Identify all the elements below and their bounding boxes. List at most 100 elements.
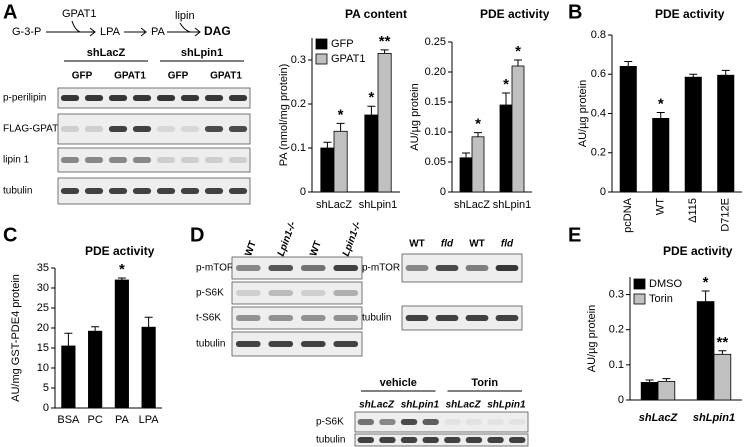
bar xyxy=(717,74,735,193)
band xyxy=(108,126,128,132)
bar xyxy=(640,382,659,401)
band xyxy=(204,188,224,194)
band xyxy=(108,95,128,101)
x-tick-label: shLpin1 xyxy=(693,412,735,424)
error-bar xyxy=(336,122,345,132)
band xyxy=(180,188,200,194)
group-label: shLacZ xyxy=(87,47,126,59)
chart: PA content PA (nmol/mg protein) 0 0.1 0.2 0.3… xyxy=(278,7,407,211)
legend-label: Torin xyxy=(649,293,673,305)
band xyxy=(204,95,224,101)
significance: * xyxy=(475,116,481,133)
band xyxy=(235,265,261,271)
chart: PDE activity AU/µg protein 0 0.2 0.4 0.6 0.8 pc… xyxy=(577,7,742,233)
lane-label: shLpin1 xyxy=(401,400,440,411)
row-label: p-S6K xyxy=(316,417,344,428)
band xyxy=(268,341,294,347)
bar xyxy=(713,353,732,401)
significance: * xyxy=(658,95,664,112)
pathway: G-3-P LPA PA DAG GPAT1 lipin xyxy=(12,8,231,38)
pathway-node: LPA xyxy=(100,26,121,38)
y-tick-label: 0.4 xyxy=(591,107,606,119)
bar xyxy=(499,104,513,193)
significance: * xyxy=(503,76,509,93)
band xyxy=(60,157,80,163)
lane-label: GPAT1 xyxy=(114,71,146,82)
error-bar xyxy=(117,277,126,280)
band xyxy=(228,95,248,101)
y-tick-label: 0 xyxy=(43,402,49,414)
lane-label: WT xyxy=(243,240,259,258)
pathway-node: G-3-P xyxy=(12,26,41,38)
band xyxy=(422,437,439,443)
chart-title: PDE activity xyxy=(655,7,725,21)
x-tick-label: LPA xyxy=(139,414,160,426)
band xyxy=(444,419,461,425)
lane-label: fld xyxy=(501,239,514,250)
western-blot: WT fld WT fld p-mTOR tubulin xyxy=(362,239,523,331)
band xyxy=(300,315,326,321)
bar xyxy=(511,65,525,193)
group-label: vehicle xyxy=(380,377,417,389)
y-tick-label: 0.1 xyxy=(609,359,624,371)
band xyxy=(132,188,152,194)
row-label: p-S6K xyxy=(196,288,224,299)
band xyxy=(465,419,483,425)
band xyxy=(156,95,176,101)
x-tick-label: shLpin1 xyxy=(493,199,532,211)
row-label: FLAG-GPAT1 xyxy=(3,124,64,135)
significance: * xyxy=(338,106,344,123)
band xyxy=(465,315,489,321)
y-tick-label: 15 xyxy=(37,342,49,354)
error-bar xyxy=(91,326,100,332)
blot-frame xyxy=(354,411,529,433)
band xyxy=(60,95,80,101)
blot-frame xyxy=(57,87,251,109)
band xyxy=(300,341,326,347)
row-label: p-perilipin xyxy=(3,93,46,104)
bar xyxy=(377,53,392,193)
band xyxy=(60,126,80,132)
band xyxy=(228,188,248,194)
y-tick-label: 0.2 xyxy=(291,98,306,110)
band xyxy=(495,265,519,271)
y-tick-label: 10 xyxy=(37,362,49,374)
lane-label: WT xyxy=(409,239,425,250)
significance: * xyxy=(368,89,374,106)
x-tick-label: shLacZ xyxy=(316,199,352,211)
error-bar xyxy=(624,60,633,67)
band xyxy=(84,188,104,194)
chart-title: PA content xyxy=(345,7,407,21)
pathway-node: PA xyxy=(151,26,166,38)
error-bar xyxy=(144,316,153,328)
chart-title: PDE activity xyxy=(663,244,733,258)
error-bar xyxy=(689,73,698,78)
chart-title: PDE activity xyxy=(85,244,155,258)
band xyxy=(268,265,294,271)
band xyxy=(156,126,176,132)
error-bar xyxy=(64,332,73,346)
row-label: tubulin xyxy=(196,339,225,350)
western-blot: GFP GPAT1 GFP GPAT1 shLacZ shLpin1 p-perilipin… xyxy=(3,47,251,205)
y-tick-label: 0.6 xyxy=(591,68,606,80)
lane-label: Lpin1-/- xyxy=(341,220,364,258)
band xyxy=(300,290,326,296)
band xyxy=(180,157,200,163)
row-label: tubulin xyxy=(316,435,345,446)
band xyxy=(508,419,526,425)
legend-swatch xyxy=(315,53,328,65)
x-tick-label: shLpin1 xyxy=(359,199,398,211)
y-tick-label: 25 xyxy=(37,302,49,314)
error-bar xyxy=(701,290,710,302)
y-tick-label: 0.8 xyxy=(591,29,606,41)
significance: ** xyxy=(717,334,729,351)
x-tick-label: D712E xyxy=(720,198,732,232)
band xyxy=(400,419,418,425)
band xyxy=(228,157,248,163)
x-tick-label: shLacZ xyxy=(639,412,679,424)
significance: * xyxy=(119,261,125,278)
band xyxy=(333,315,359,321)
y-axis-label: PA (nmol/mg protein) xyxy=(278,64,290,167)
y-tick-label: 0 xyxy=(618,394,624,406)
